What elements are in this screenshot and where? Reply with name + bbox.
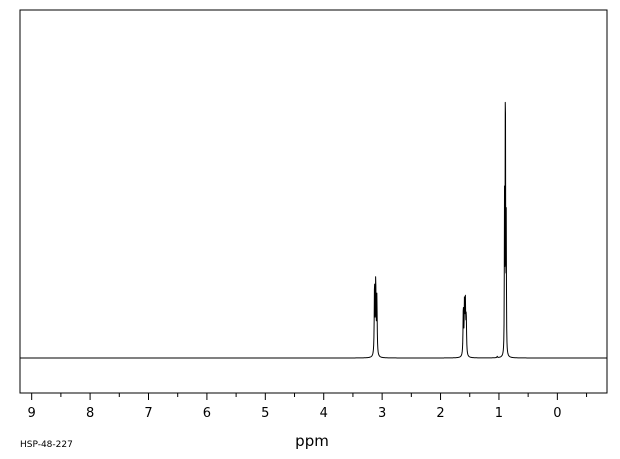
x-axis-tick-labels: 9 8 7 6 5 4 3 2 1 0 <box>28 406 562 421</box>
tick-label-5: 5 <box>261 406 269 421</box>
tick-label-7: 7 <box>144 406 152 421</box>
tick-label-1: 1 <box>495 406 503 421</box>
tick-label-6: 6 <box>203 406 211 421</box>
x-axis-label: ppm <box>295 432 329 450</box>
spectrum-line <box>19 101 608 359</box>
plot-frame <box>19 9 608 394</box>
tick-label-9: 9 <box>28 406 36 421</box>
sample-id-label: HSP-48-227 <box>20 440 73 450</box>
tick-label-3: 3 <box>378 406 386 421</box>
tick-label-8: 8 <box>86 406 94 421</box>
tick-label-0: 0 <box>553 406 561 421</box>
x-axis-ticks <box>31 393 588 400</box>
tick-label-4: 4 <box>320 406 328 421</box>
tick-label-2: 2 <box>436 406 444 421</box>
